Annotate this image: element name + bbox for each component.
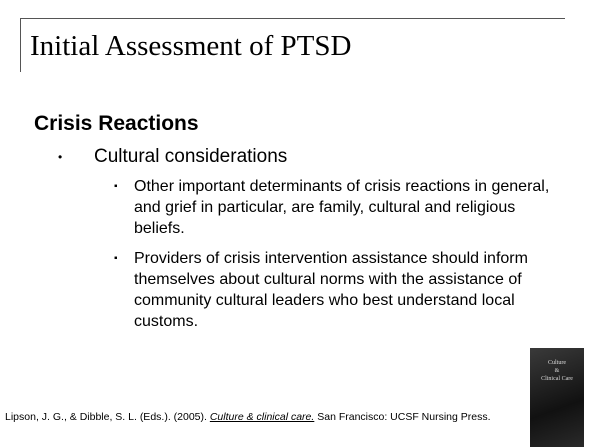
- heading: Crisis Reactions: [34, 112, 199, 135]
- bullet-dot: •: [58, 149, 63, 164]
- square-marker: ▪: [114, 253, 118, 264]
- subbullet-text: Providers of crisis intervention assista…: [134, 250, 528, 330]
- bullet-text: Cultural considerations: [94, 146, 288, 167]
- subbullet: ▪ Providers of crisis intervention assist…: [114, 248, 564, 332]
- citation: Lipson, J. G., & Dibble, S. L. (Eds.). (…: [5, 410, 525, 425]
- bullet: • Cultural considerations: [58, 146, 287, 168]
- subbullet: ▪ Other important determinants of crisis …: [114, 176, 564, 239]
- book-title: Culture & clinical care.: [209, 411, 315, 423]
- citation-text: Lipson, J. G., & Dibble, S. L. (Eds.). (…: [5, 411, 210, 423]
- citation-text: San Francisco: UCSF Nursing Press.: [314, 411, 491, 423]
- cover-text: Culture: [548, 360, 566, 366]
- book-cover: Culture & Clinical Care: [530, 348, 584, 447]
- cover-text: Clinical Care: [541, 376, 573, 382]
- frame-line: [20, 18, 565, 19]
- frame-line: [20, 18, 21, 72]
- subbullet-text: Other important determinants of crisis r…: [134, 178, 550, 237]
- subbullet-list: ▪ Other important determinants of crisis …: [114, 176, 564, 341]
- cover-text: &: [554, 368, 560, 374]
- slide-title: Initial Assessment of PTSD: [30, 30, 352, 62]
- square-marker: ▪: [114, 181, 118, 192]
